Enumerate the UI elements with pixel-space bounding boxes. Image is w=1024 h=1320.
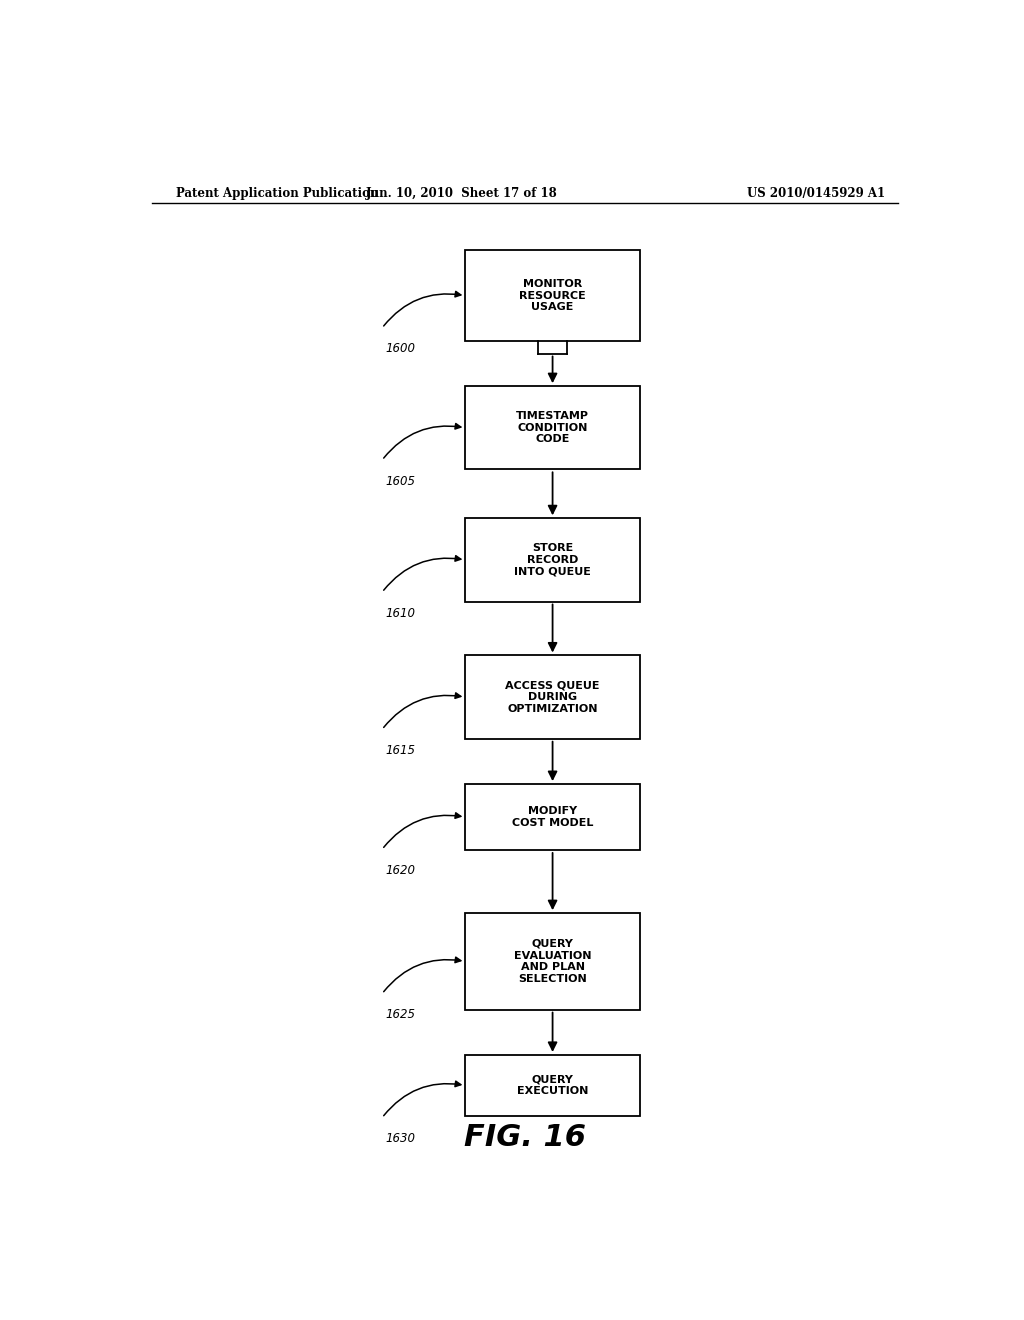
Text: MONITOR
RESOURCE
USAGE: MONITOR RESOURCE USAGE xyxy=(519,279,586,313)
FancyBboxPatch shape xyxy=(465,385,640,470)
FancyBboxPatch shape xyxy=(465,519,640,602)
FancyBboxPatch shape xyxy=(465,784,640,850)
Text: TIMESTAMP
CONDITION
CODE: TIMESTAMP CONDITION CODE xyxy=(516,411,589,445)
Text: 1600: 1600 xyxy=(386,342,416,355)
FancyBboxPatch shape xyxy=(465,1055,640,1115)
Text: 1605: 1605 xyxy=(386,474,416,487)
Text: 1615: 1615 xyxy=(386,744,416,756)
Text: 1625: 1625 xyxy=(386,1008,416,1022)
Text: 1630: 1630 xyxy=(386,1133,416,1146)
Text: 1620: 1620 xyxy=(386,863,416,876)
Text: 1610: 1610 xyxy=(386,607,416,619)
FancyBboxPatch shape xyxy=(465,913,640,1010)
Text: FIG. 16: FIG. 16 xyxy=(464,1123,586,1152)
Text: QUERY
EVALUATION
AND PLAN
SELECTION: QUERY EVALUATION AND PLAN SELECTION xyxy=(514,939,591,983)
Text: Patent Application Publication: Patent Application Publication xyxy=(176,187,378,201)
FancyBboxPatch shape xyxy=(465,249,640,342)
Text: MODIFY
COST MODEL: MODIFY COST MODEL xyxy=(512,807,593,828)
Text: ACCESS QUEUE
DURING
OPTIMIZATION: ACCESS QUEUE DURING OPTIMIZATION xyxy=(505,681,600,714)
Text: Jun. 10, 2010  Sheet 17 of 18: Jun. 10, 2010 Sheet 17 of 18 xyxy=(366,187,557,201)
FancyBboxPatch shape xyxy=(465,656,640,739)
Text: QUERY
EXECUTION: QUERY EXECUTION xyxy=(517,1074,588,1096)
Text: US 2010/0145929 A1: US 2010/0145929 A1 xyxy=(748,187,885,201)
Text: STORE
RECORD
INTO QUEUE: STORE RECORD INTO QUEUE xyxy=(514,544,591,577)
